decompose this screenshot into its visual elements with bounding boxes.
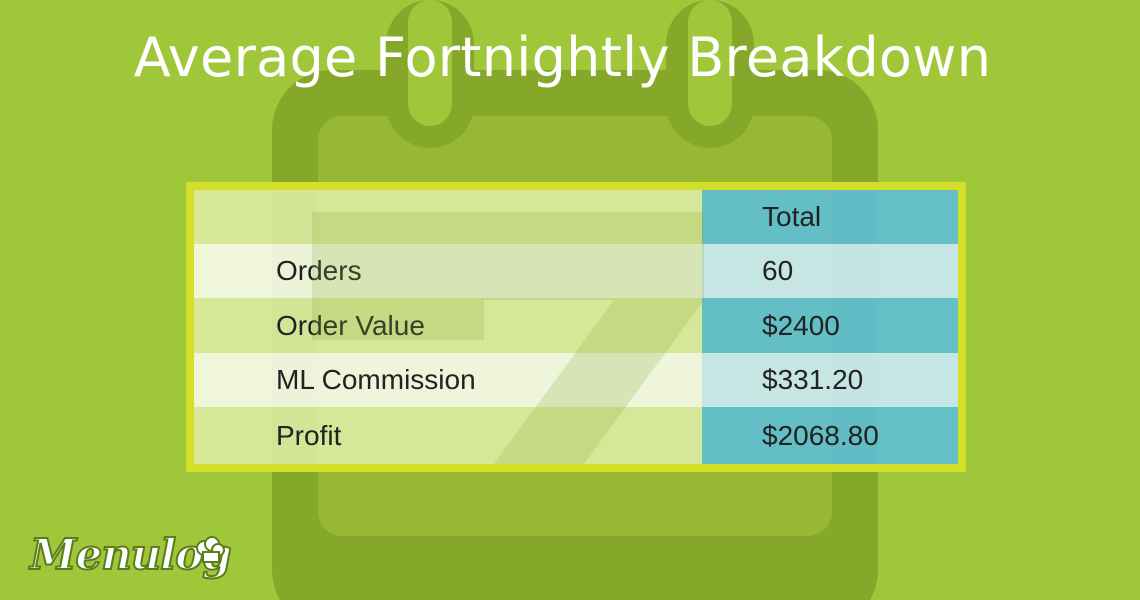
table-row: Order Value $2400 bbox=[194, 298, 958, 353]
header-total-cell: Total bbox=[702, 190, 958, 244]
row-label: Order Value bbox=[194, 298, 702, 353]
row-value: $331.20 bbox=[702, 353, 958, 407]
row-value: $2400 bbox=[702, 298, 958, 353]
menulog-logo: Menulog bbox=[29, 529, 233, 592]
row-label: Orders bbox=[194, 244, 702, 298]
row-label: Profit bbox=[194, 407, 702, 464]
row-value: 60 bbox=[702, 244, 958, 298]
table-row: Profit $2068.80 bbox=[194, 407, 958, 464]
row-value: $2068.80 bbox=[702, 407, 958, 464]
row-label: ML Commission bbox=[194, 353, 702, 407]
table-row: ML Commission $331.20 bbox=[194, 353, 958, 407]
breakdown-table: Total Orders 60 Order Value $2400 ML Com… bbox=[186, 182, 966, 472]
chef-hat-icon bbox=[196, 536, 225, 563]
table-header-row: Total bbox=[194, 190, 958, 244]
table-row: Orders 60 bbox=[194, 244, 958, 298]
logo-wordmark: Menulog bbox=[29, 529, 233, 580]
header-label-cell bbox=[194, 190, 702, 244]
page-title: Average Fortnightly Breakdown bbox=[133, 26, 992, 89]
